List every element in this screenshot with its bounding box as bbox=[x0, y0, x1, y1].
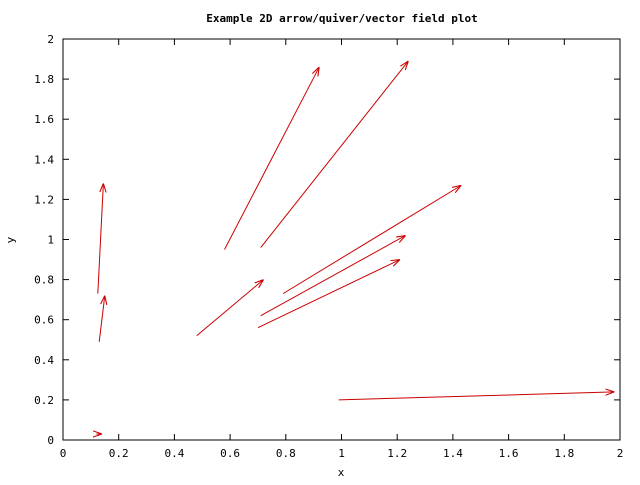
y-tick-label: 0.4 bbox=[34, 354, 54, 367]
y-tick-label: 0.6 bbox=[34, 314, 54, 327]
x-tick-label: 0.2 bbox=[109, 447, 129, 460]
x-axis: 0 0.2 0.4 0.6 0.8 1 1.2 1.4 1.6 1.8 2 bbox=[60, 39, 624, 460]
x-axis-label: x bbox=[338, 466, 345, 479]
x-tick-label: 0.8 bbox=[276, 447, 296, 460]
y-tick-label: 1.2 bbox=[34, 193, 54, 206]
vector-arrow bbox=[224, 67, 320, 250]
y-tick-label: 0.2 bbox=[34, 394, 54, 407]
x-tick-label: 1.6 bbox=[499, 447, 519, 460]
x-tick-label: 2 bbox=[617, 447, 624, 460]
x-tick-label: 0.6 bbox=[220, 447, 240, 460]
x-tick-label: 1 bbox=[338, 447, 345, 460]
y-tick-label: 1 bbox=[47, 234, 54, 247]
x-tick-label: 1.2 bbox=[387, 447, 407, 460]
y-tick-label: 2 bbox=[47, 33, 54, 46]
vector-arrow bbox=[338, 392, 615, 401]
vector-arrow bbox=[97, 183, 104, 294]
vector-arrow bbox=[260, 235, 406, 317]
vector-arrow bbox=[282, 185, 461, 295]
y-tick-label: 1.4 bbox=[34, 153, 54, 166]
vector-arrow bbox=[98, 296, 105, 342]
plot-frame bbox=[62, 38, 621, 441]
vector-arrow bbox=[196, 280, 264, 337]
y-tick-label: 0.8 bbox=[34, 274, 54, 287]
y-tick-label: 0 bbox=[47, 434, 54, 447]
vector-arrow bbox=[260, 61, 409, 248]
y-tick-label: 1.6 bbox=[34, 113, 54, 126]
x-tick-label: 0 bbox=[60, 447, 67, 460]
y-tick-label: 1.8 bbox=[34, 73, 54, 86]
vector-field bbox=[96, 61, 614, 434]
y-axis-label: y bbox=[4, 236, 17, 243]
x-tick-label: 1.8 bbox=[554, 447, 574, 460]
y-axis: 0 0.2 0.4 0.6 0.8 1 1.2 1.4 1.6 1.8 2 bbox=[34, 33, 620, 447]
x-tick-label: 0.4 bbox=[164, 447, 184, 460]
chart-title: Example 2D arrow/quiver/vector field plo… bbox=[206, 12, 478, 25]
vector-arrow bbox=[257, 260, 400, 329]
x-tick-label: 1.4 bbox=[443, 447, 463, 460]
